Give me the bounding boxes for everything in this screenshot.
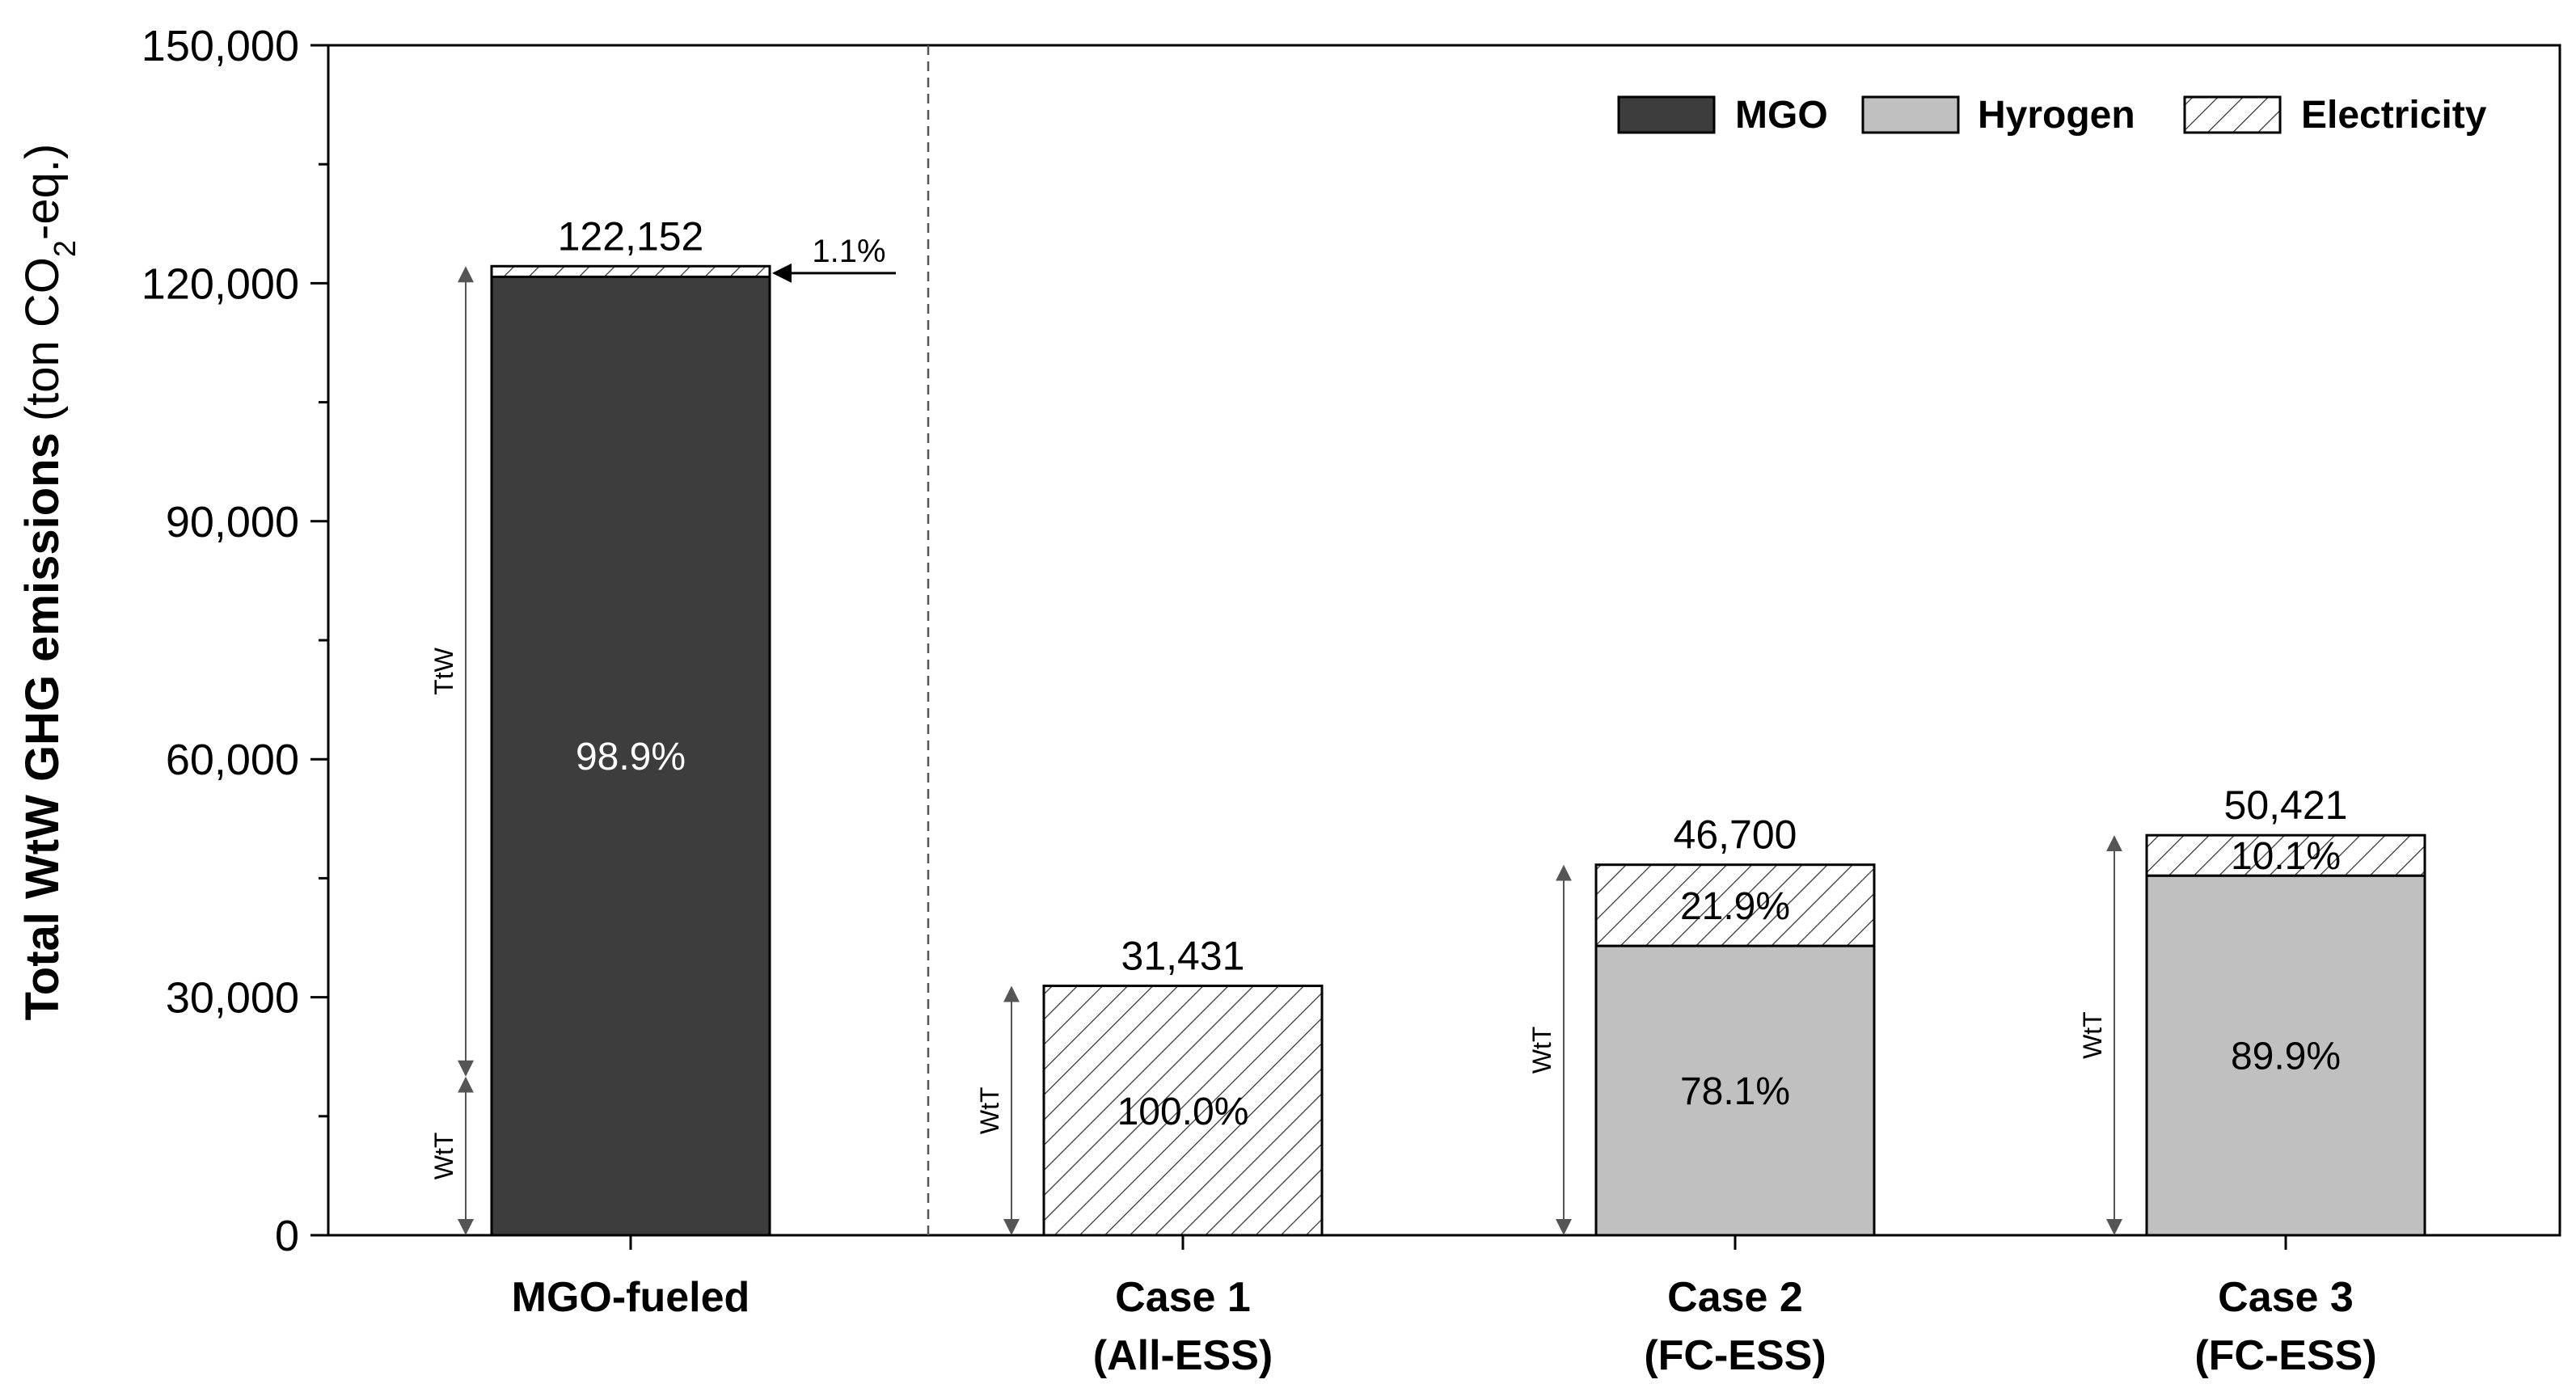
bar-total-label: 122,152 — [558, 213, 704, 259]
y-axis-title-unit-sub: 2 — [49, 240, 82, 257]
bar-electricity — [1594, 863, 1876, 947]
y-tick-label: 90,000 — [166, 498, 299, 546]
y-axis-title: Total WtW GHG emissions (ton CO2-eq.) — [16, 144, 82, 1021]
x-tick-label: Case 2 — [1667, 1274, 1803, 1321]
wtt-range-case3-label: WtT — [2078, 1011, 2107, 1059]
bar-segment-label: 100.0% — [1117, 1091, 1249, 1133]
bar-segment-label: 21.9% — [1680, 885, 1790, 928]
bar-mgo — [490, 275, 771, 1237]
legend: MGO Hyrogen Electricity — [1617, 94, 2487, 137]
bar-segment-label: 10.1% — [2231, 835, 2341, 878]
x-tick-label: MGO-fueled — [512, 1274, 750, 1321]
y-tick-label: 0 — [275, 1212, 299, 1260]
annotations-layer: 1.1% TtW WtT WtT WtT WtT — [429, 234, 2122, 1235]
bar-total-label: 31,431 — [1121, 934, 1245, 979]
wtt-range-case1-label: WtT — [975, 1086, 1004, 1134]
bar-electricity — [1042, 985, 1324, 1237]
y-axis-title-main: Total WtW GHG emissions — [16, 432, 69, 1020]
bar-electricity — [490, 264, 771, 278]
x-tick-label-line2: (All-ESS) — [1093, 1332, 1273, 1379]
axes-layer: 0 30,000 60,000 90,000 120,000 150,000 MGO-fue… — [141, 22, 2561, 1379]
bar-electricity — [2145, 833, 2426, 877]
x-tick-label: Case 1 — [1115, 1274, 1251, 1321]
bar-hydrogen — [2145, 874, 2426, 1237]
y-tick-label: 60,000 — [166, 736, 299, 784]
bar-segment-label: 78.1% — [1680, 1070, 1790, 1113]
bar-total-label: 50,421 — [2224, 783, 2348, 828]
wtt-range-case2-label: WtT — [1527, 1027, 1556, 1074]
legend-swatch-electricity — [2183, 95, 2282, 134]
bars-layer: 122,152 31,431 46,700 50,421 98.9% 100.0% 78.1… — [490, 213, 2426, 1237]
y-tick-label: 30,000 — [166, 974, 299, 1023]
ttw-range-label: TtW — [429, 647, 458, 694]
y-axis-title-unit-post: -eq.) — [16, 144, 69, 240]
x-tick-label-line2: (FC-ESS) — [1644, 1332, 1826, 1379]
wtt-range-mgo-label: WtT — [429, 1133, 458, 1180]
x-tick-label-line2: (FC-ESS) — [2194, 1332, 2376, 1379]
y-tick-label: 120,000 — [141, 259, 299, 308]
y-tick-label: 150,000 — [141, 22, 299, 70]
bar-hydrogen — [1594, 944, 1876, 1237]
legend-label-electricity: Electricity — [2301, 94, 2487, 137]
x-tick-label: Case 3 — [2218, 1274, 2354, 1321]
share-label: 1.1% — [812, 234, 885, 269]
bar-segment-label: 89.9% — [2231, 1036, 2341, 1078]
bar-total-label: 46,700 — [1674, 812, 1797, 858]
legend-label-hydrogen: Hyrogen — [1978, 94, 2135, 137]
legend-label-mgo: MGO — [1735, 94, 1828, 137]
legend-swatch-mgo — [1617, 95, 1716, 134]
legend-swatch-hydrogen — [1861, 95, 1960, 134]
bar-segment-label: 98.9% — [576, 736, 686, 778]
y-axis-title-unit-pre: (ton CO — [16, 257, 69, 421]
